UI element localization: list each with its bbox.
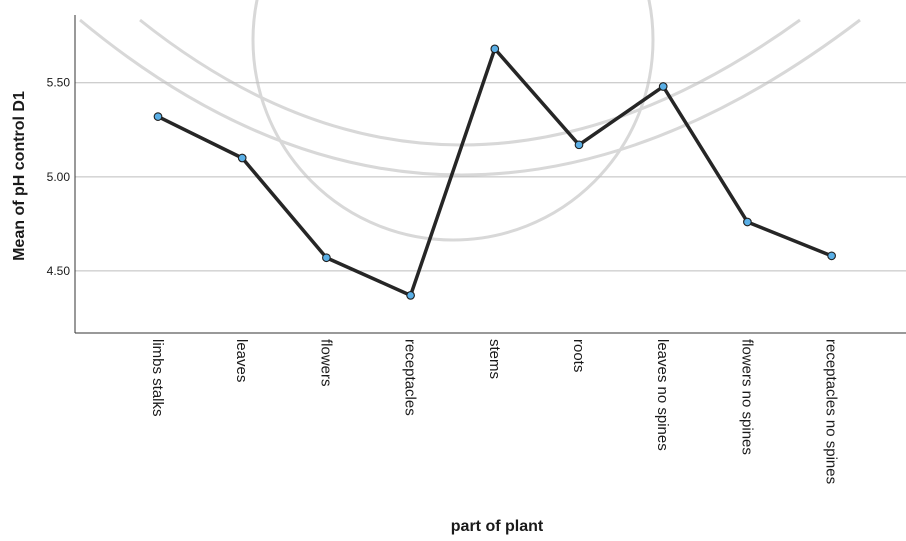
x-category-label: roots xyxy=(570,339,587,372)
x-category-labels: limbs stalks leaves flowers receptacles stem… xyxy=(149,339,840,484)
y-axis-title: Mean of pH control D1 xyxy=(11,91,28,261)
grid-lines xyxy=(75,82,906,272)
x-category-label: receptacles no spines xyxy=(823,339,840,484)
axes xyxy=(74,15,906,334)
x-category-label: stems xyxy=(486,339,503,379)
data-point-marker xyxy=(827,251,836,261)
x-category-label: leaves xyxy=(233,339,250,382)
data-markers xyxy=(153,44,836,300)
y-tick-labels: 4.50 5.00 5.50 xyxy=(47,76,71,278)
data-point-marker xyxy=(322,253,331,263)
x-category-label: receptacles xyxy=(402,339,419,416)
x-category-label: leaves no spines xyxy=(654,339,671,451)
data-point-marker xyxy=(153,112,163,121)
data-point-marker xyxy=(574,140,584,150)
data-point-marker xyxy=(743,217,752,227)
data-point-marker xyxy=(237,153,247,163)
y-tick-label: 4.50 xyxy=(47,264,71,278)
y-tick-label: 5.50 xyxy=(47,76,71,90)
x-axis-title: part of plant xyxy=(451,518,544,535)
x-category-label: flowers xyxy=(317,339,334,387)
x-category-label: limbs stalks xyxy=(149,339,166,417)
data-point-marker xyxy=(658,82,668,91)
data-point-marker xyxy=(406,291,415,300)
y-tick-label: 5.00 xyxy=(47,170,71,184)
data-point-marker xyxy=(490,44,500,54)
x-category-label: flowers no spines xyxy=(738,339,755,455)
